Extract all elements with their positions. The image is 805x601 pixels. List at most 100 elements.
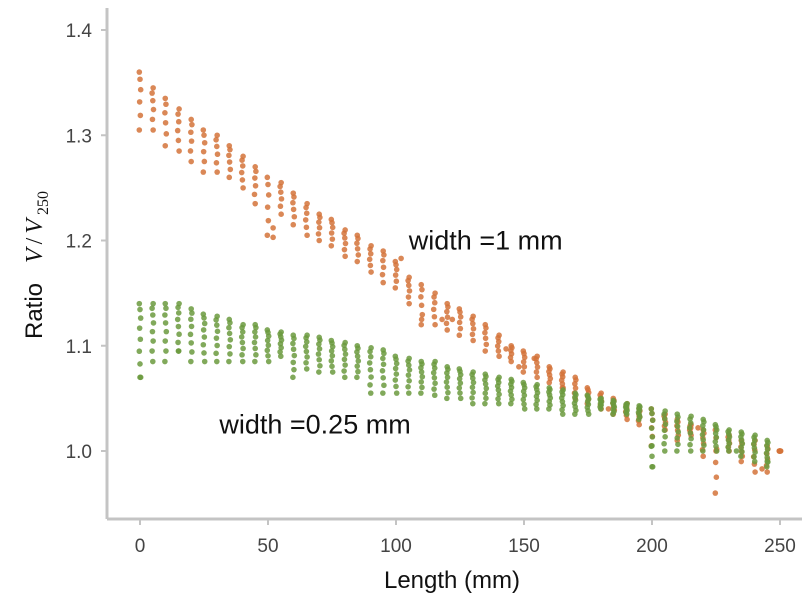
data-point [367, 250, 374, 257]
data-point [239, 177, 246, 183]
data-point [162, 312, 168, 318]
data-point [213, 160, 220, 166]
data-point [163, 305, 169, 312]
data-point [355, 358, 362, 364]
data-point [470, 320, 476, 327]
data-point [328, 348, 335, 354]
data-point [149, 305, 155, 312]
data-point [546, 379, 553, 386]
data-point [354, 374, 360, 381]
data-point [264, 232, 271, 239]
data-point [213, 335, 220, 341]
data-point [431, 294, 437, 300]
data-point [238, 334, 245, 340]
data-point [508, 392, 514, 398]
data-point [265, 181, 271, 188]
data-point [291, 213, 298, 220]
data-point [188, 316, 194, 323]
data-point [226, 358, 232, 365]
data-point [328, 242, 335, 249]
data-point [239, 358, 246, 365]
y-axis-title: Ratio V / V 250 [21, 191, 52, 339]
data-point [303, 210, 310, 217]
data-point [316, 219, 322, 225]
data-point [379, 271, 386, 278]
data-point [290, 206, 297, 213]
data-point [188, 138, 195, 144]
data-point [150, 85, 156, 91]
data-point [175, 323, 182, 330]
data-point [496, 391, 502, 398]
data-point [189, 310, 195, 316]
data-point [624, 416, 630, 423]
data-point [649, 417, 656, 424]
data-point [227, 351, 233, 357]
data-point [187, 148, 194, 154]
data-point [675, 441, 681, 448]
data-point [392, 272, 399, 278]
y-tick-label: 1.4 [66, 21, 93, 42]
data-point [354, 363, 361, 369]
data-point [341, 368, 347, 374]
data-point [648, 406, 655, 412]
data-point [482, 390, 489, 396]
data-point [355, 235, 361, 242]
data-point [406, 390, 412, 396]
data-point [277, 349, 283, 355]
data-point [457, 309, 463, 315]
data-point [303, 204, 309, 211]
data-point [252, 182, 259, 189]
data-point [354, 353, 361, 360]
data-point [713, 443, 719, 450]
data-point [291, 335, 297, 342]
data-point [278, 196, 285, 202]
data-point [418, 321, 425, 328]
data-point [175, 310, 182, 316]
data-point [214, 169, 220, 175]
data-point [752, 469, 758, 475]
data-point [419, 384, 425, 391]
data-point [187, 331, 194, 338]
data-point [290, 221, 297, 228]
data-point [405, 384, 411, 390]
data-point [469, 331, 476, 338]
data-point [739, 449, 745, 455]
data-point [700, 422, 706, 429]
x-tick-label: 200 [636, 536, 668, 557]
data-point [470, 400, 476, 407]
y-axis-title-symbol-denom: V [22, 217, 48, 234]
data-point [759, 466, 765, 472]
data-point [439, 316, 445, 323]
data-point [163, 131, 170, 137]
data-point [393, 390, 400, 396]
data-point [367, 246, 373, 252]
data-point [175, 137, 182, 144]
data-point [559, 411, 566, 417]
y-axis: 1.0 1.1 1.2 1.3 1.4 [66, 8, 109, 519]
data-point [764, 454, 770, 461]
data-point [662, 421, 669, 428]
data-point [201, 334, 208, 340]
data-point [137, 374, 143, 381]
data-point [302, 343, 309, 350]
data-point [418, 281, 425, 288]
data-point [661, 427, 668, 434]
data-point [200, 341, 207, 348]
data-point [701, 442, 707, 449]
data-point [175, 111, 181, 117]
data-point [674, 418, 680, 425]
data-point [162, 358, 168, 365]
y-tick-label: 1.1 [66, 337, 92, 358]
data-point [290, 359, 297, 366]
data-point [175, 118, 182, 125]
x-axis-title: Length (mm) [384, 567, 520, 594]
y-tick-label: 1.3 [66, 126, 92, 147]
data-point [162, 142, 169, 149]
data-point [457, 380, 464, 386]
data-point [675, 414, 681, 420]
data-point [290, 374, 296, 381]
data-point [354, 245, 361, 252]
data-point [469, 395, 475, 401]
data-point [686, 425, 693, 431]
data-point [137, 361, 143, 367]
